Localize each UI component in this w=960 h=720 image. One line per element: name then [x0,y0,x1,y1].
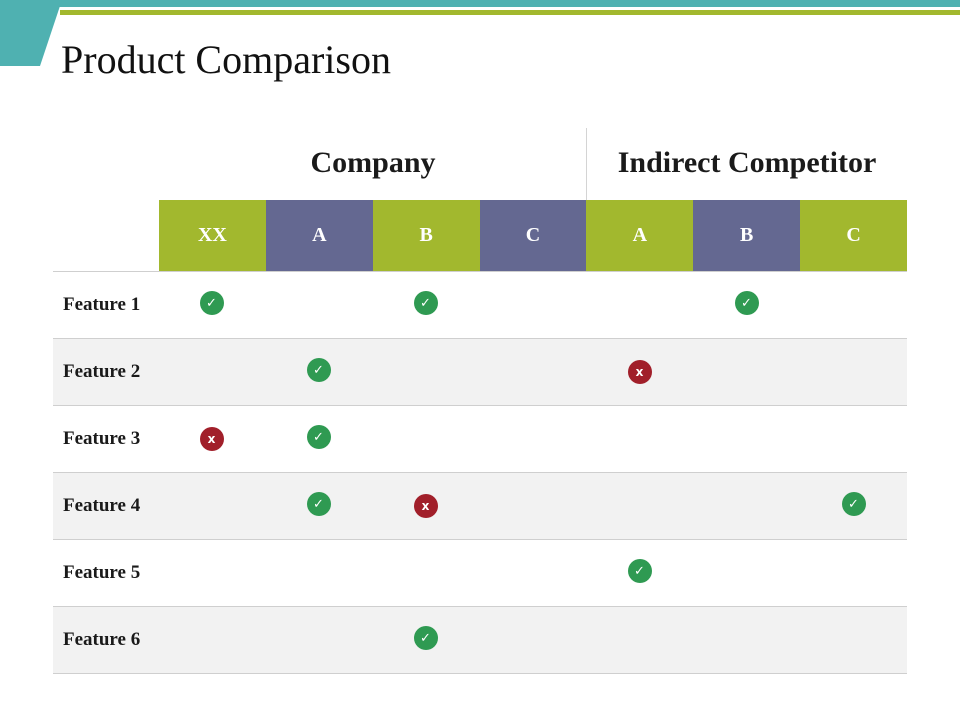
column-header-company-xx: XX [159,200,266,271]
group-divider [586,128,587,200]
table-cell: ✓ [158,272,265,338]
table-cell [479,607,586,673]
table-row: Feature 2 ✓ x [53,338,907,405]
column-header-indirect-competitor-a: A [586,200,694,271]
feature-cells: x ✓ [158,406,907,472]
check-circle-icon: ✓ [841,492,866,516]
table-row: Feature 4 ✓ x ✓ [53,472,907,539]
top-decoration-band [0,0,960,16]
teal-accent-line [0,0,960,7]
column-header-indirect-competitor-c: C [800,200,908,271]
table-cell: ✓ [265,406,372,472]
check-circle-icon: ✓ [627,559,652,583]
corner-accent-shape [0,0,62,66]
table-cell [586,272,693,338]
table-cell [372,339,479,405]
check-circle-icon: ✓ [413,626,438,650]
table-cell [693,406,800,472]
table-cell: ✓ [800,473,907,539]
feature-label: Feature 4 [63,495,141,516]
table-row: Feature 3 x ✓ [53,405,907,472]
green-accent-line [60,10,960,15]
table-cell [586,607,693,673]
table-cell: x [372,473,479,539]
column-header-row: XX A B C A B C [159,200,908,271]
table-cell [586,473,693,539]
table-cell [800,607,907,673]
table-cell: ✓ [372,272,479,338]
table-cell: ✓ [693,272,800,338]
feature-cells: ✓ [158,540,907,606]
table-cell: ✓ [265,473,372,539]
table-cell [693,540,800,606]
feature-cells: ✓ ✓ ✓ [158,272,907,338]
feature-cells: ✓ [158,607,907,673]
check-circle-icon: ✓ [306,425,331,449]
table-cell [479,272,586,338]
feature-label: Feature 3 [63,428,141,449]
table-cell [479,473,586,539]
table-cell [372,406,479,472]
comparison-table-body: Feature 1 ✓ ✓ ✓ Feature 2 ✓ x Feature 3 x ✓ Featur… [53,271,907,674]
check-circle-icon: ✓ [306,358,331,382]
table-cell [372,540,479,606]
table-cell [158,540,265,606]
table-cell [693,339,800,405]
table-cell [800,272,907,338]
table-cell [586,406,693,472]
x-circle-icon: x [627,360,652,384]
table-cell [158,339,265,405]
column-header-company-a: A [265,200,373,271]
table-cell [693,607,800,673]
table-cell: ✓ [586,540,693,606]
table-cell [800,406,907,472]
check-circle-icon: ✓ [734,291,759,315]
check-circle-icon: ✓ [306,492,331,516]
column-header-company-b: B [372,200,480,271]
page-title: Product Comparison [61,37,391,82]
feature-cells: ✓ x ✓ [158,473,907,539]
check-circle-icon: ✓ [199,291,224,315]
column-header-company-c: C [479,200,587,271]
table-row: Feature 1 ✓ ✓ ✓ [53,271,907,338]
feature-label: Feature 6 [63,629,141,650]
feature-label: Feature 1 [63,294,141,315]
table-cell [265,540,372,606]
table-row: Feature 6 ✓ [53,606,907,674]
group-heading-company: Company [310,146,436,179]
check-circle-icon: ✓ [413,291,438,315]
table-cell: ✓ [372,607,479,673]
table-cell [479,540,586,606]
feature-label: Feature 5 [63,562,141,583]
table-cell [265,607,372,673]
table-cell [800,339,907,405]
x-circle-icon: x [199,427,224,451]
table-cell: ✓ [265,339,372,405]
x-circle-icon: x [413,494,438,518]
table-cell [693,473,800,539]
table-cell: x [158,406,265,472]
table-cell [479,406,586,472]
feature-cells: ✓ x [158,339,907,405]
table-cell [158,607,265,673]
table-cell [158,473,265,539]
table-cell [479,339,586,405]
table-cell [265,272,372,338]
group-heading-indirect-competitor: Indirect Competitor [617,146,877,179]
table-cell [800,540,907,606]
table-row: Feature 5 ✓ [53,539,907,606]
column-header-indirect-competitor-b: B [693,200,801,271]
feature-label: Feature 2 [63,361,141,382]
table-cell: x [586,339,693,405]
